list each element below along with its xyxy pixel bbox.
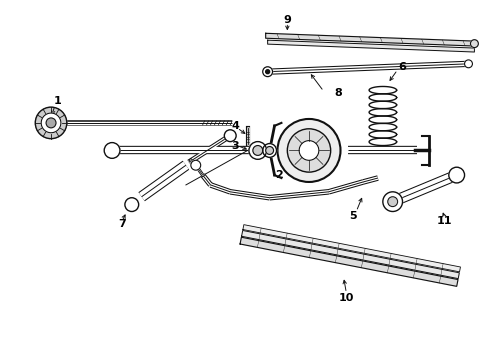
Circle shape xyxy=(266,70,270,74)
Text: 8: 8 xyxy=(335,88,343,98)
Text: 7: 7 xyxy=(118,219,126,229)
Circle shape xyxy=(266,147,273,154)
Text: 5: 5 xyxy=(349,211,357,221)
Circle shape xyxy=(287,129,331,172)
Text: 10: 10 xyxy=(339,293,354,303)
Circle shape xyxy=(277,119,341,182)
Polygon shape xyxy=(240,237,458,286)
Circle shape xyxy=(299,141,319,160)
Circle shape xyxy=(388,197,397,207)
Text: 1: 1 xyxy=(54,96,62,106)
Circle shape xyxy=(470,40,478,48)
Polygon shape xyxy=(242,230,459,279)
Polygon shape xyxy=(243,225,461,272)
Circle shape xyxy=(224,130,236,141)
Polygon shape xyxy=(266,33,476,46)
Circle shape xyxy=(41,113,61,133)
Polygon shape xyxy=(268,40,474,52)
Circle shape xyxy=(191,160,201,170)
Circle shape xyxy=(125,198,139,212)
Text: 11: 11 xyxy=(437,216,453,226)
Circle shape xyxy=(35,107,67,139)
Circle shape xyxy=(383,192,402,212)
Text: 9: 9 xyxy=(283,14,291,24)
Circle shape xyxy=(249,141,267,159)
Circle shape xyxy=(465,60,472,68)
Text: 3: 3 xyxy=(231,140,239,150)
Circle shape xyxy=(253,145,263,156)
Text: 2: 2 xyxy=(275,170,283,180)
Circle shape xyxy=(104,143,120,158)
Circle shape xyxy=(46,118,56,128)
Circle shape xyxy=(263,67,272,77)
Text: 4: 4 xyxy=(231,121,239,131)
Text: 6: 6 xyxy=(398,62,407,72)
Circle shape xyxy=(263,144,276,157)
Circle shape xyxy=(449,167,465,183)
